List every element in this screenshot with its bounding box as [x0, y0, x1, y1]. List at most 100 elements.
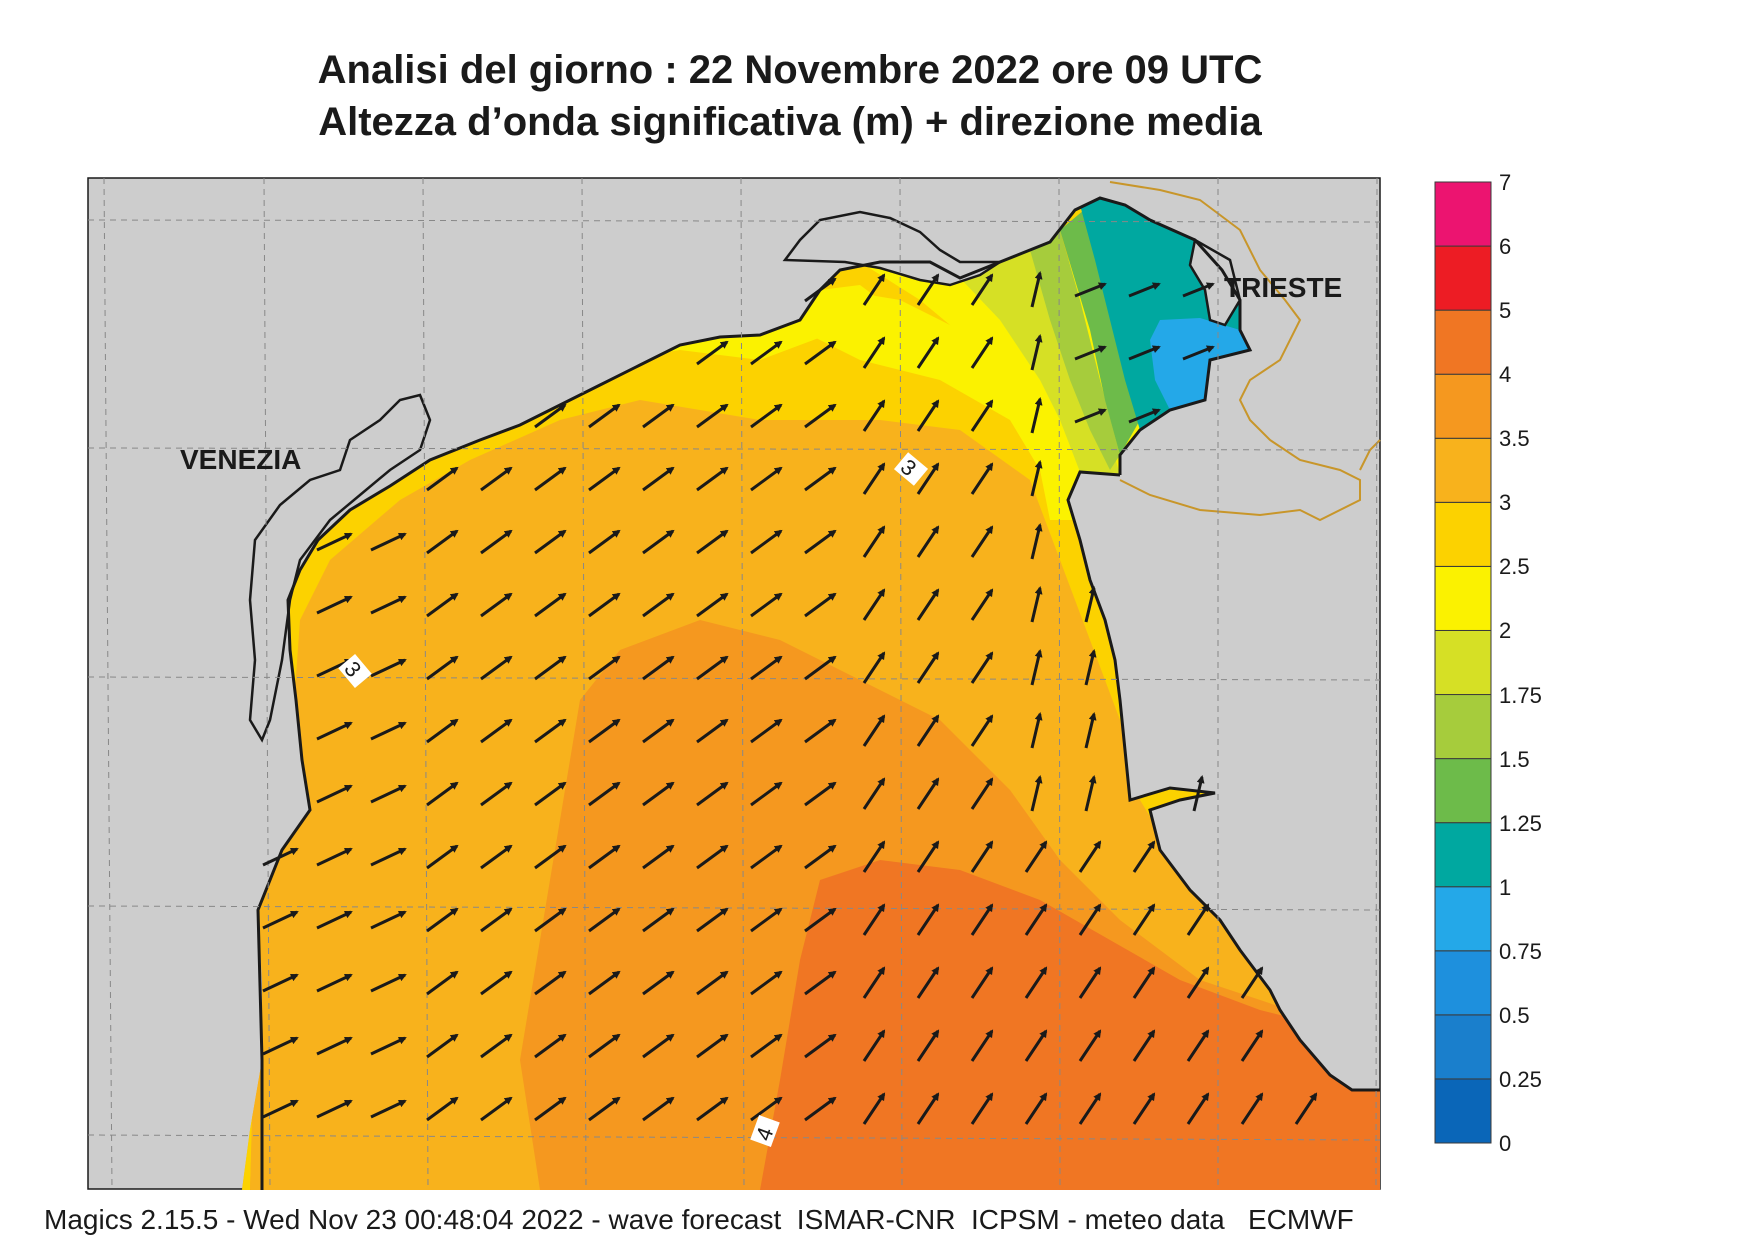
- direction-arrow: [1186, 1029, 1210, 1062]
- direction-arrow: [804, 718, 837, 744]
- direction-arrow: [588, 529, 621, 555]
- direction-arrow: [804, 970, 837, 996]
- coastline-north: [256, 196, 1253, 1190]
- legend-swatch: [1434, 373, 1492, 439]
- direction-arrow: [862, 1092, 886, 1125]
- direction-arrows: [262, 271, 1318, 1125]
- direction-arrow: [916, 1092, 940, 1125]
- direction-arrow: [1186, 966, 1210, 999]
- direction-arrow: [426, 718, 459, 744]
- legend-swatch: [1434, 886, 1492, 952]
- direction-arrow: [970, 462, 994, 495]
- direction-arrow: [1132, 840, 1156, 873]
- legend-label: 0.5: [1499, 1002, 1530, 1028]
- direction-arrow: [862, 903, 886, 936]
- direction-arrow: [916, 903, 940, 936]
- city-label-trieste: TRIESTE: [1224, 272, 1343, 303]
- legend-swatch: [1434, 501, 1492, 567]
- direction-arrow: [534, 1033, 567, 1059]
- direction-arrow: [804, 781, 837, 807]
- direction-arrow: [370, 1036, 407, 1056]
- direction-arrow: [1128, 282, 1161, 298]
- direction-arrow: [642, 403, 675, 429]
- direction-arrow: [316, 784, 353, 804]
- direction-arrow: [262, 1099, 299, 1119]
- direction-arrow: [696, 970, 729, 996]
- direction-arrow: [1186, 1092, 1210, 1125]
- direction-arrow: [862, 966, 886, 999]
- direction-arrow: [588, 907, 621, 933]
- direction-arrow: [370, 847, 407, 867]
- direction-arrow: [588, 655, 621, 681]
- direction-arrow: [750, 592, 783, 618]
- direction-arrow: [916, 336, 940, 369]
- legend-swatch: [1434, 822, 1492, 888]
- direction-arrow: [534, 655, 567, 681]
- city-label-venezia: VENEZIA: [180, 444, 302, 475]
- legend-swatch: [1434, 758, 1492, 824]
- direction-arrow: [804, 340, 837, 366]
- direction-arrow: [750, 466, 783, 492]
- direction-arrow: [1240, 966, 1264, 999]
- direction-arrow: [696, 1096, 729, 1122]
- direction-arrow: [916, 273, 940, 306]
- direction-arrow: [750, 907, 783, 933]
- direction-arrow: [1084, 649, 1097, 686]
- direction-arrow: [642, 1096, 675, 1122]
- direction-arrow: [696, 781, 729, 807]
- direction-arrow: [588, 403, 621, 429]
- direction-arrow: [1186, 903, 1210, 936]
- direction-arrow: [1132, 966, 1156, 999]
- direction-arrow: [1132, 1092, 1156, 1125]
- direction-arrow: [1074, 282, 1107, 298]
- direction-arrow: [534, 592, 567, 618]
- direction-arrow: [426, 466, 459, 492]
- land-detail: [248, 210, 1242, 743]
- direction-arrow: [804, 1033, 837, 1059]
- direction-arrow: [1030, 586, 1043, 623]
- legend-label: 0.25: [1499, 1066, 1542, 1092]
- direction-arrow: [862, 588, 886, 621]
- direction-arrow: [480, 1096, 513, 1122]
- direction-arrow: [1024, 966, 1048, 999]
- direction-arrow: [262, 973, 299, 993]
- direction-arrow: [1024, 1092, 1048, 1125]
- direction-arrow: [642, 466, 675, 492]
- legend-swatch: [1434, 309, 1492, 375]
- direction-arrow: [316, 910, 353, 930]
- direction-arrow: [804, 844, 837, 870]
- direction-arrow: [426, 1096, 459, 1122]
- direction-arrow: [1024, 903, 1048, 936]
- direction-arrow: [370, 532, 407, 552]
- direction-arrow: [862, 525, 886, 558]
- direction-arrow: [1030, 775, 1043, 812]
- footer-credits: Magics 2.15.5 - Wed Nov 23 00:48:04 2022…: [44, 1204, 1354, 1235]
- direction-arrow: [970, 525, 994, 558]
- direction-arrow: [1084, 775, 1097, 812]
- direction-arrow: [696, 592, 729, 618]
- direction-arrow: [262, 847, 299, 867]
- direction-arrow: [970, 903, 994, 936]
- legend-label: 6: [1499, 234, 1512, 260]
- direction-arrow: [1074, 345, 1107, 361]
- direction-arrow: [804, 655, 837, 681]
- title-line-2: Altezza d’onda significativa (m) + direz…: [318, 100, 1262, 144]
- direction-arrow: [1182, 282, 1215, 298]
- direction-arrow: [970, 777, 994, 810]
- direction-arrow: [534, 907, 567, 933]
- direction-arrow: [750, 970, 783, 996]
- direction-arrow: [534, 718, 567, 744]
- direction-arrow: [916, 840, 940, 873]
- legend-label: 3.5: [1499, 426, 1530, 452]
- direction-arrow: [480, 1033, 513, 1059]
- direction-arrow: [480, 970, 513, 996]
- direction-arrow: [642, 970, 675, 996]
- legend-label: 1.5: [1499, 746, 1530, 772]
- direction-arrow: [750, 1096, 783, 1122]
- direction-arrow: [1240, 1092, 1264, 1125]
- legend-label: 3: [1499, 490, 1512, 516]
- direction-arrow: [916, 462, 940, 495]
- direction-arrow: [642, 529, 675, 555]
- direction-arrow: [696, 718, 729, 744]
- direction-arrow: [804, 403, 837, 429]
